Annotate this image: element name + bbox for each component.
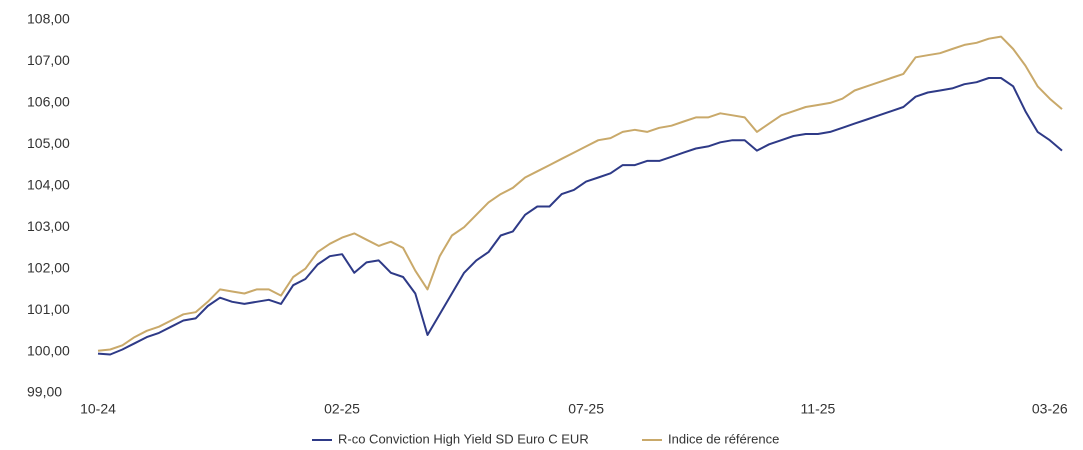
y-tick-label: 103,00 — [27, 218, 70, 234]
series-line — [97, 35, 1063, 352]
x-tick-label: 03-26 — [1032, 401, 1068, 417]
legend-label: R-co Conviction High Yield SD Euro C EUR — [338, 431, 589, 446]
x-tick-label: 02-25 — [324, 401, 360, 417]
legend-label: Indice de référence — [668, 431, 779, 446]
y-tick-label: 101,00 — [27, 301, 70, 317]
y-tick-label: 99,00 — [27, 384, 62, 400]
y-tick-label: 105,00 — [27, 135, 70, 151]
y-tick-label: 102,00 — [27, 259, 70, 275]
y-tick-label: 106,00 — [27, 94, 70, 110]
x-tick-label: 11-25 — [801, 401, 836, 417]
x-tick-label: 10-24 — [80, 401, 116, 417]
x-tick-label: 07-25 — [568, 401, 604, 417]
y-tick-label: 107,00 — [27, 52, 70, 68]
y-tick-label: 104,00 — [27, 176, 70, 192]
y-tick-label: 108,00 — [27, 11, 70, 27]
y-tick-label: 100,00 — [27, 342, 70, 358]
series-line — [97, 77, 1063, 356]
